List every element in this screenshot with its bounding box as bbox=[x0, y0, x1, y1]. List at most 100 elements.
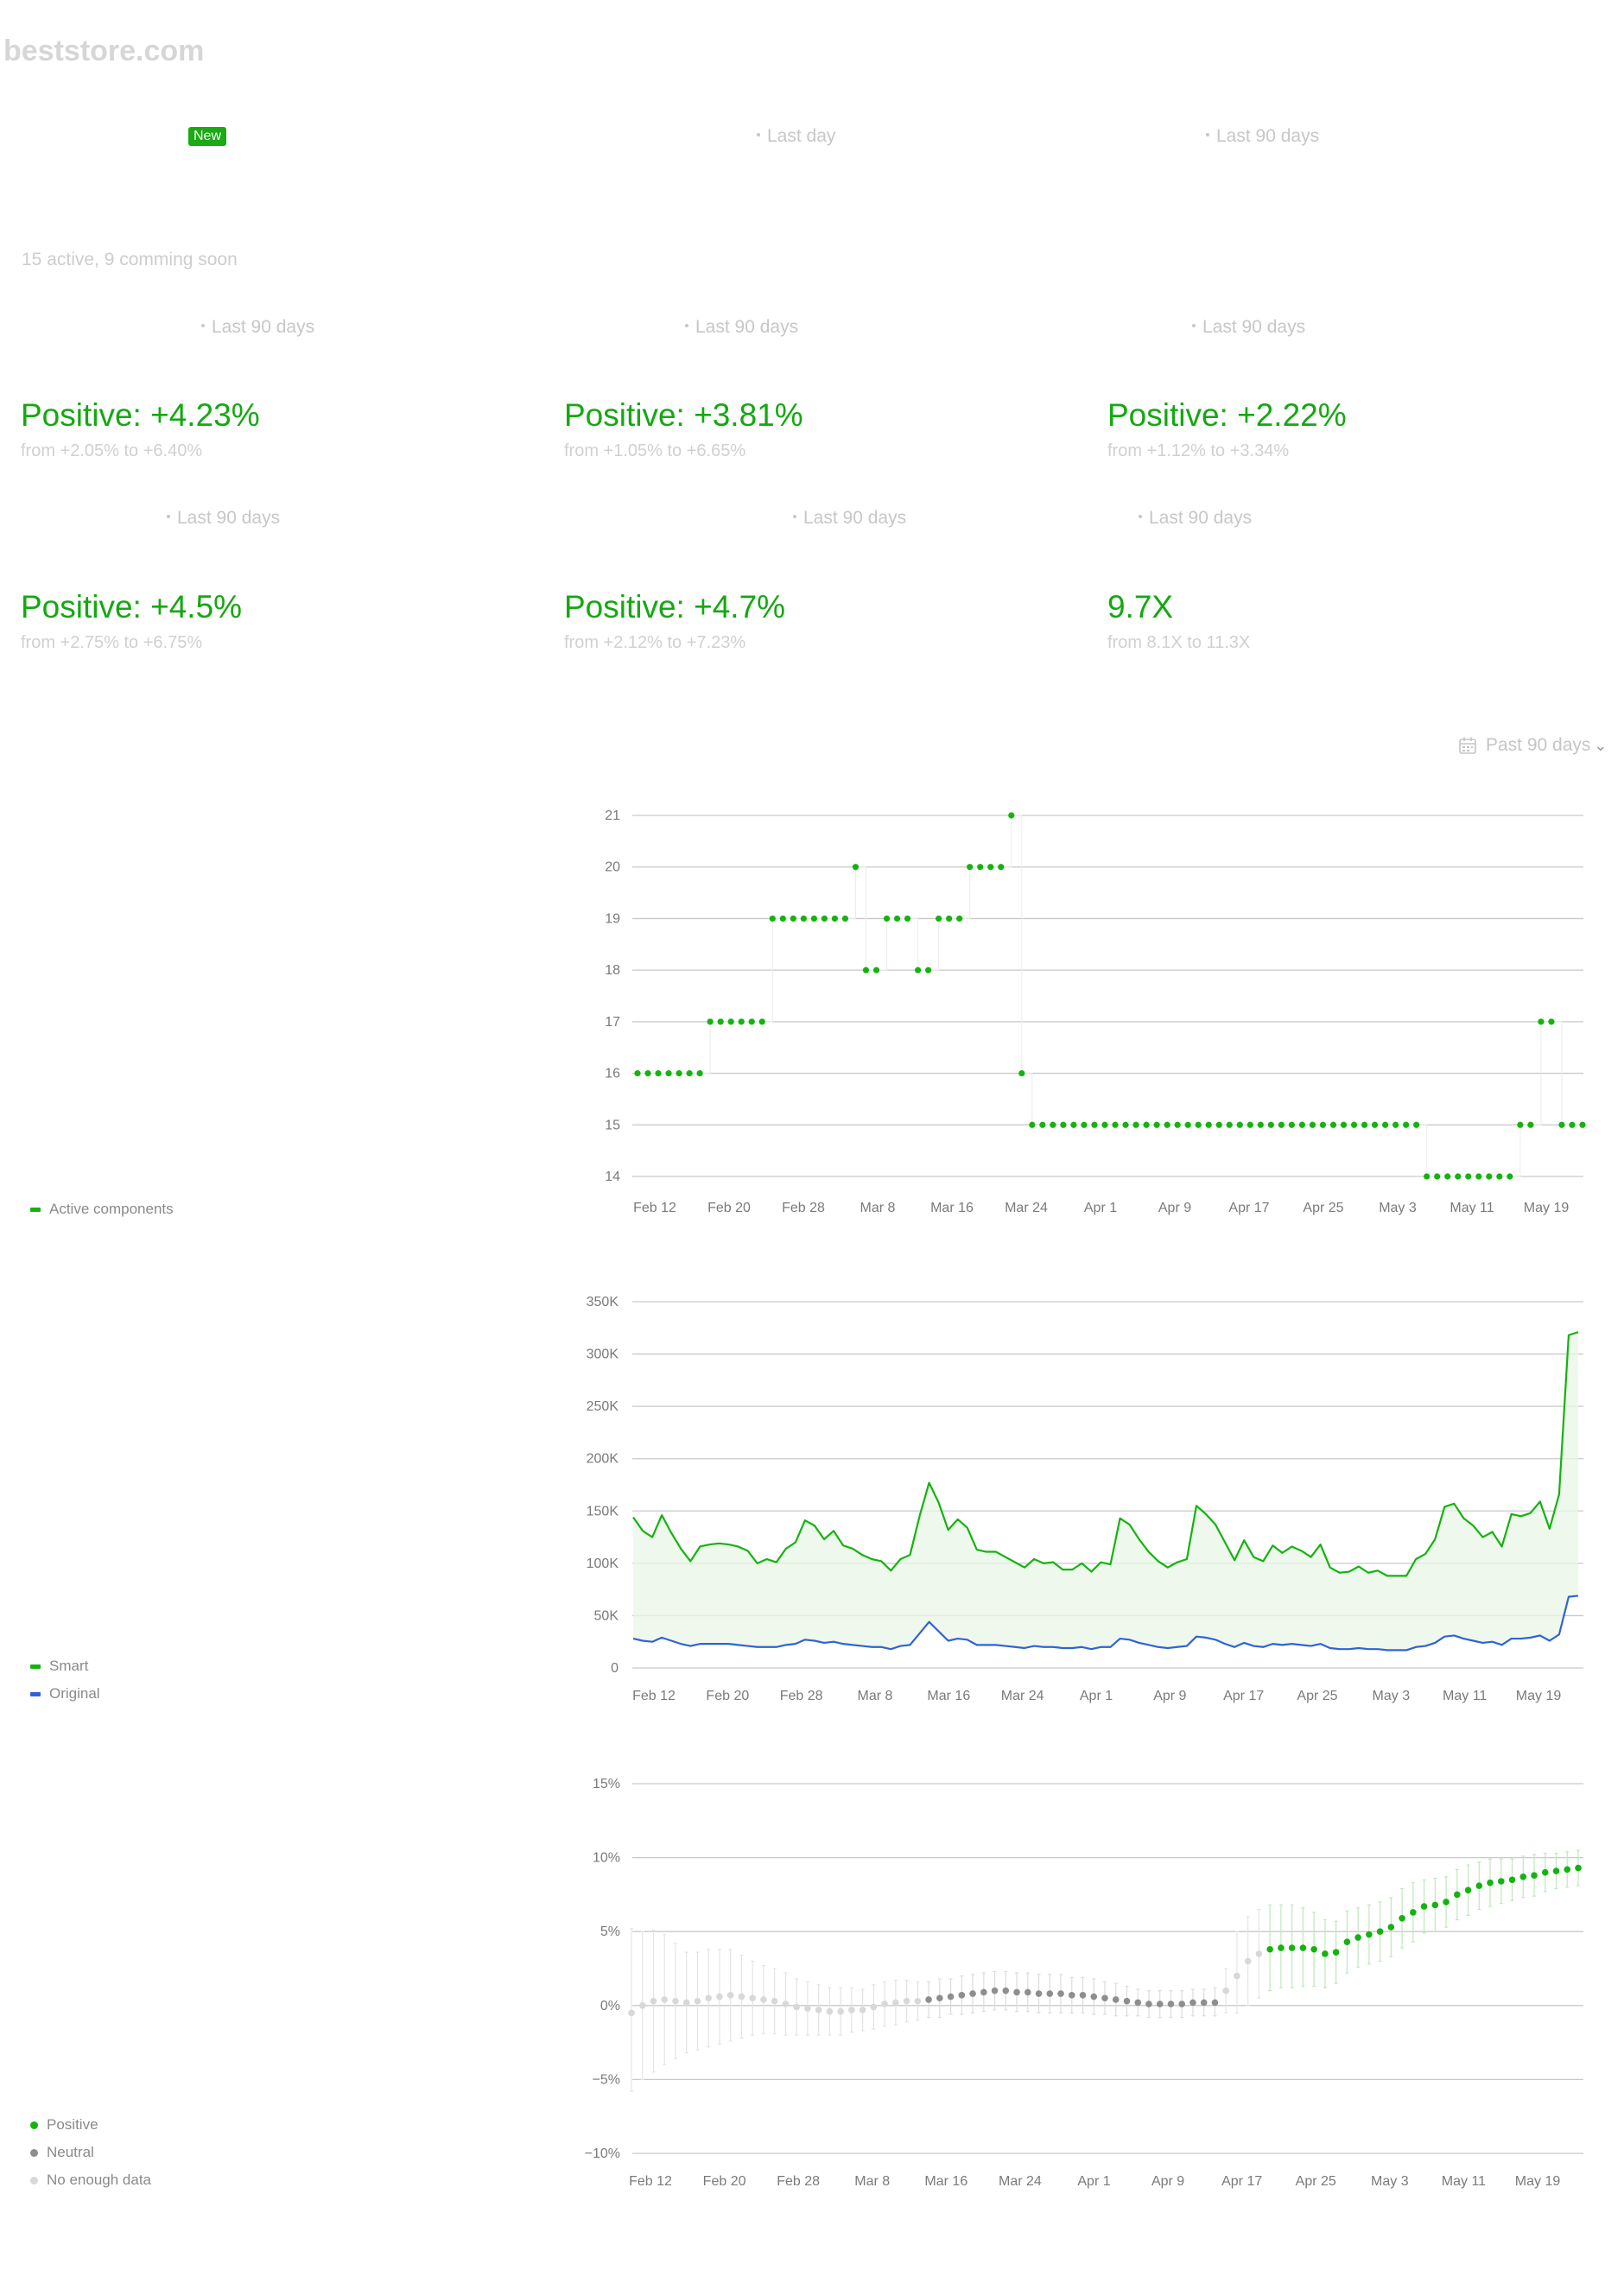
y-tick-label: 21 bbox=[605, 808, 620, 823]
data-point bbox=[1387, 1924, 1395, 1931]
data-point bbox=[1508, 1876, 1516, 1884]
data-point bbox=[947, 1993, 955, 2000]
data-point bbox=[1255, 1950, 1263, 1957]
data-point bbox=[936, 915, 942, 923]
data-point bbox=[1091, 1121, 1098, 1128]
chart3-legend: Positive Neutral No enough data bbox=[30, 2111, 151, 2194]
components-status: 15 active, 9 comming soon bbox=[22, 250, 238, 269]
x-tick-label: May 11 bbox=[1443, 1689, 1487, 1703]
legend-swatch bbox=[30, 2176, 38, 2184]
y-tick-label: 16 bbox=[605, 1067, 620, 1081]
data-point bbox=[1211, 1999, 1219, 2007]
y-tick-label: 0% bbox=[600, 1999, 620, 2013]
y-tick-label: 100K bbox=[587, 1557, 619, 1571]
data-point bbox=[779, 915, 786, 923]
data-point bbox=[841, 915, 849, 923]
y-tick-label: 20 bbox=[605, 860, 620, 875]
data-point bbox=[1575, 1864, 1582, 1872]
metric-range: from +2.12% to +7.23% bbox=[564, 633, 746, 652]
data-point bbox=[1497, 1878, 1505, 1885]
data-point bbox=[1538, 1018, 1545, 1025]
site-name[interactable]: beststore.com bbox=[3, 35, 205, 67]
data-point bbox=[1496, 1173, 1503, 1180]
dot-icon bbox=[793, 515, 796, 519]
data-point bbox=[1132, 1121, 1139, 1128]
period-label: Last 90 days bbox=[1139, 508, 1252, 529]
data-point bbox=[1413, 1121, 1420, 1128]
legend-item[interactable]: Active components bbox=[30, 1195, 174, 1223]
data-point bbox=[1153, 1121, 1160, 1128]
data-point bbox=[1112, 1121, 1119, 1128]
legend-label: No enough data bbox=[47, 2172, 151, 2188]
data-point bbox=[1035, 1990, 1043, 1997]
data-point bbox=[672, 1997, 679, 2005]
legend-swatch bbox=[30, 1664, 41, 1669]
data-point bbox=[628, 2009, 635, 2017]
data-point bbox=[1156, 2000, 1164, 2007]
data-point bbox=[682, 1999, 690, 2007]
data-point bbox=[903, 1997, 910, 2005]
legend-item[interactable]: Smart bbox=[30, 1652, 100, 1680]
data-point bbox=[925, 967, 932, 973]
data-point bbox=[1376, 1928, 1384, 1935]
data-point bbox=[1519, 1874, 1527, 1880]
y-tick-label: 17 bbox=[605, 1015, 620, 1030]
legend-item[interactable]: Neutral bbox=[30, 2139, 151, 2166]
period-label: Last 90 days bbox=[685, 317, 798, 338]
data-point bbox=[821, 915, 828, 923]
legend-item[interactable]: Original bbox=[30, 1680, 100, 1708]
metric-range: from 8.1X to 11.3X bbox=[1107, 633, 1251, 652]
data-point bbox=[760, 1996, 767, 2003]
data-point bbox=[771, 1997, 778, 2005]
data-point bbox=[1475, 1882, 1483, 1889]
legend-swatch bbox=[30, 1691, 41, 1696]
data-point bbox=[696, 1069, 703, 1077]
legend-item[interactable]: Positive bbox=[30, 2111, 151, 2139]
x-tick-label: Apr 9 bbox=[1151, 2174, 1184, 2189]
data-point bbox=[881, 2000, 888, 2007]
y-tick-label: 15 bbox=[605, 1118, 620, 1132]
x-tick-label: May 11 bbox=[1450, 1201, 1494, 1215]
legend-label: Smart bbox=[49, 1658, 89, 1674]
dot-icon bbox=[1192, 324, 1196, 328]
metric-range: from +1.05% to +6.65% bbox=[564, 441, 746, 460]
calendar-icon bbox=[1459, 737, 1476, 754]
data-point bbox=[1455, 1173, 1462, 1180]
x-tick-label: May 3 bbox=[1373, 1689, 1411, 1703]
x-tick-label: Apr 17 bbox=[1228, 1201, 1269, 1215]
data-point bbox=[782, 2000, 790, 2007]
data-point bbox=[936, 1994, 943, 2002]
data-point bbox=[1340, 1121, 1348, 1128]
data-point bbox=[1018, 1069, 1025, 1077]
x-tick-label: Mar 8 bbox=[860, 1201, 896, 1215]
data-point bbox=[1081, 1121, 1088, 1128]
date-range-select[interactable]: Past 90 days ⌄ bbox=[1458, 735, 1608, 756]
data-point bbox=[738, 1993, 745, 2000]
data-point bbox=[1046, 1990, 1054, 1997]
metric-value: Positive: +3.81% bbox=[564, 397, 803, 433]
data-point bbox=[1465, 1173, 1472, 1180]
data-point bbox=[1090, 1993, 1098, 2000]
data-point bbox=[925, 1996, 932, 2003]
data-point bbox=[946, 915, 953, 923]
data-point bbox=[1195, 1121, 1202, 1128]
dot-icon bbox=[201, 324, 205, 328]
data-point bbox=[1531, 1872, 1538, 1879]
smart-line bbox=[632, 1331, 1579, 1577]
legend-item[interactable]: No enough data bbox=[30, 2166, 151, 2194]
y-tick-label: 15% bbox=[593, 1777, 620, 1791]
data-point bbox=[826, 2007, 834, 2015]
data-point bbox=[969, 1990, 976, 1997]
data-point bbox=[1123, 1997, 1131, 2005]
data-point bbox=[980, 1988, 987, 1996]
x-tick-label: Feb 12 bbox=[633, 1201, 676, 1215]
data-point bbox=[1215, 1121, 1222, 1128]
period-label: Last day bbox=[757, 126, 835, 147]
data-point bbox=[769, 915, 776, 923]
x-tick-label: Mar 24 bbox=[999, 2174, 1042, 2189]
data-point bbox=[1013, 1988, 1020, 1996]
data-point bbox=[1247, 1121, 1253, 1128]
data-point bbox=[1310, 1945, 1317, 1953]
data-point bbox=[1205, 1121, 1212, 1128]
x-tick-label: May 3 bbox=[1371, 2174, 1409, 2189]
